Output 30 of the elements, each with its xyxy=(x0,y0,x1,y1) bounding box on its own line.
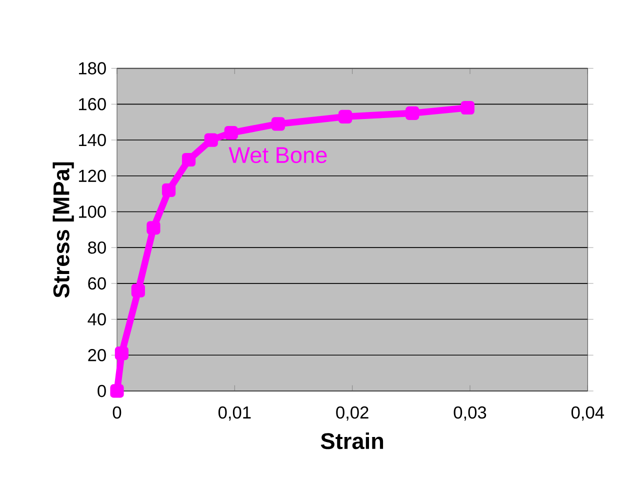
point xyxy=(182,152,196,167)
x-tick-label: 0,02 xyxy=(336,406,368,421)
x-tick-label: 0 xyxy=(112,406,122,419)
y-tick-label: 60 xyxy=(88,277,106,290)
y-tick-label: 160 xyxy=(78,98,106,110)
point xyxy=(114,346,129,360)
point xyxy=(110,384,124,398)
point xyxy=(162,183,176,198)
point xyxy=(338,110,352,124)
x-tick-label: 0,01 xyxy=(218,406,251,421)
x-tick-label: 0,03 xyxy=(454,406,486,421)
y-tick-label: 120 xyxy=(78,170,106,182)
point xyxy=(224,126,238,140)
point xyxy=(146,221,160,235)
point xyxy=(460,100,474,115)
x-axis-title: Strain xyxy=(320,432,384,450)
y-tick-label: 100 xyxy=(78,206,106,218)
series-label: Wet Bone xyxy=(228,147,327,164)
point xyxy=(204,133,218,147)
y-axis-title: Stress [MPa] xyxy=(52,162,74,298)
x-tick-label: 0,04 xyxy=(571,406,604,421)
y-tick-label: 40 xyxy=(88,313,106,326)
y-tick-label: 0 xyxy=(98,384,106,398)
y-tick-label: 140 xyxy=(78,134,106,146)
y-tick-label: 80 xyxy=(88,241,106,254)
point xyxy=(131,284,145,298)
y-tick-label: 180 xyxy=(78,62,106,74)
y-tick-label: 20 xyxy=(88,348,106,362)
point xyxy=(406,106,420,120)
point xyxy=(271,117,286,131)
